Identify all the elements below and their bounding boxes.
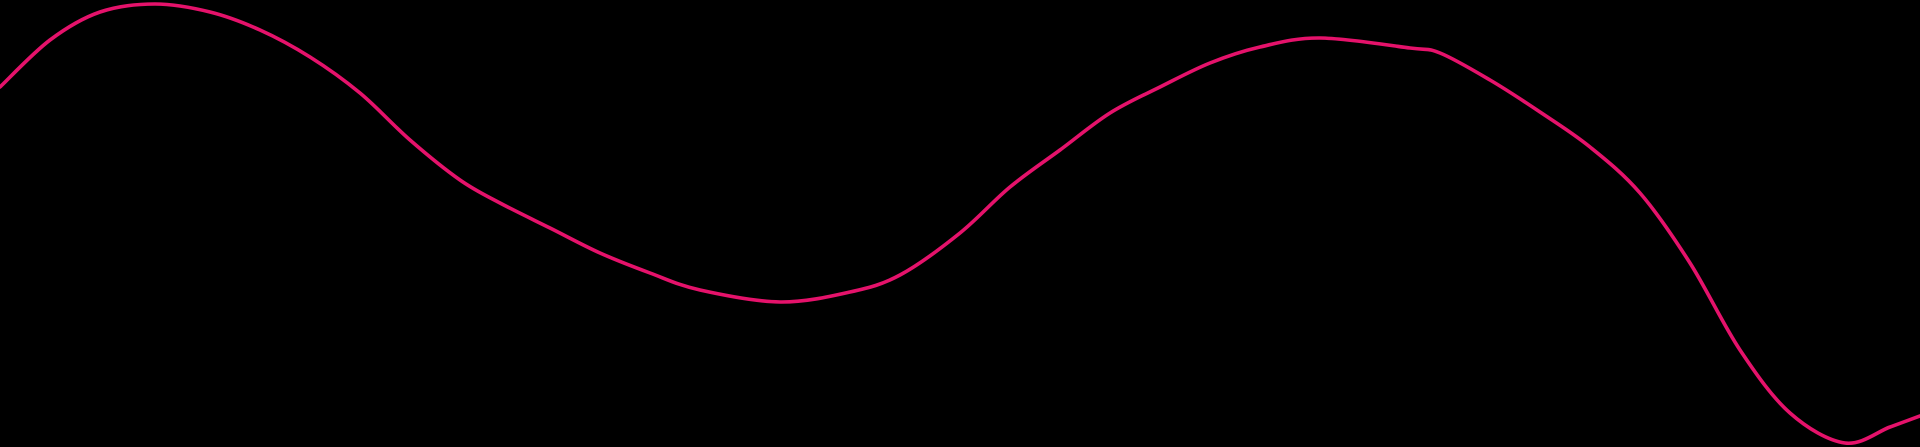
- wave-chart-svg: [0, 2, 1920, 445]
- wave-banner: [0, 2, 1920, 445]
- wave-curve-path: [0, 2, 1920, 445]
